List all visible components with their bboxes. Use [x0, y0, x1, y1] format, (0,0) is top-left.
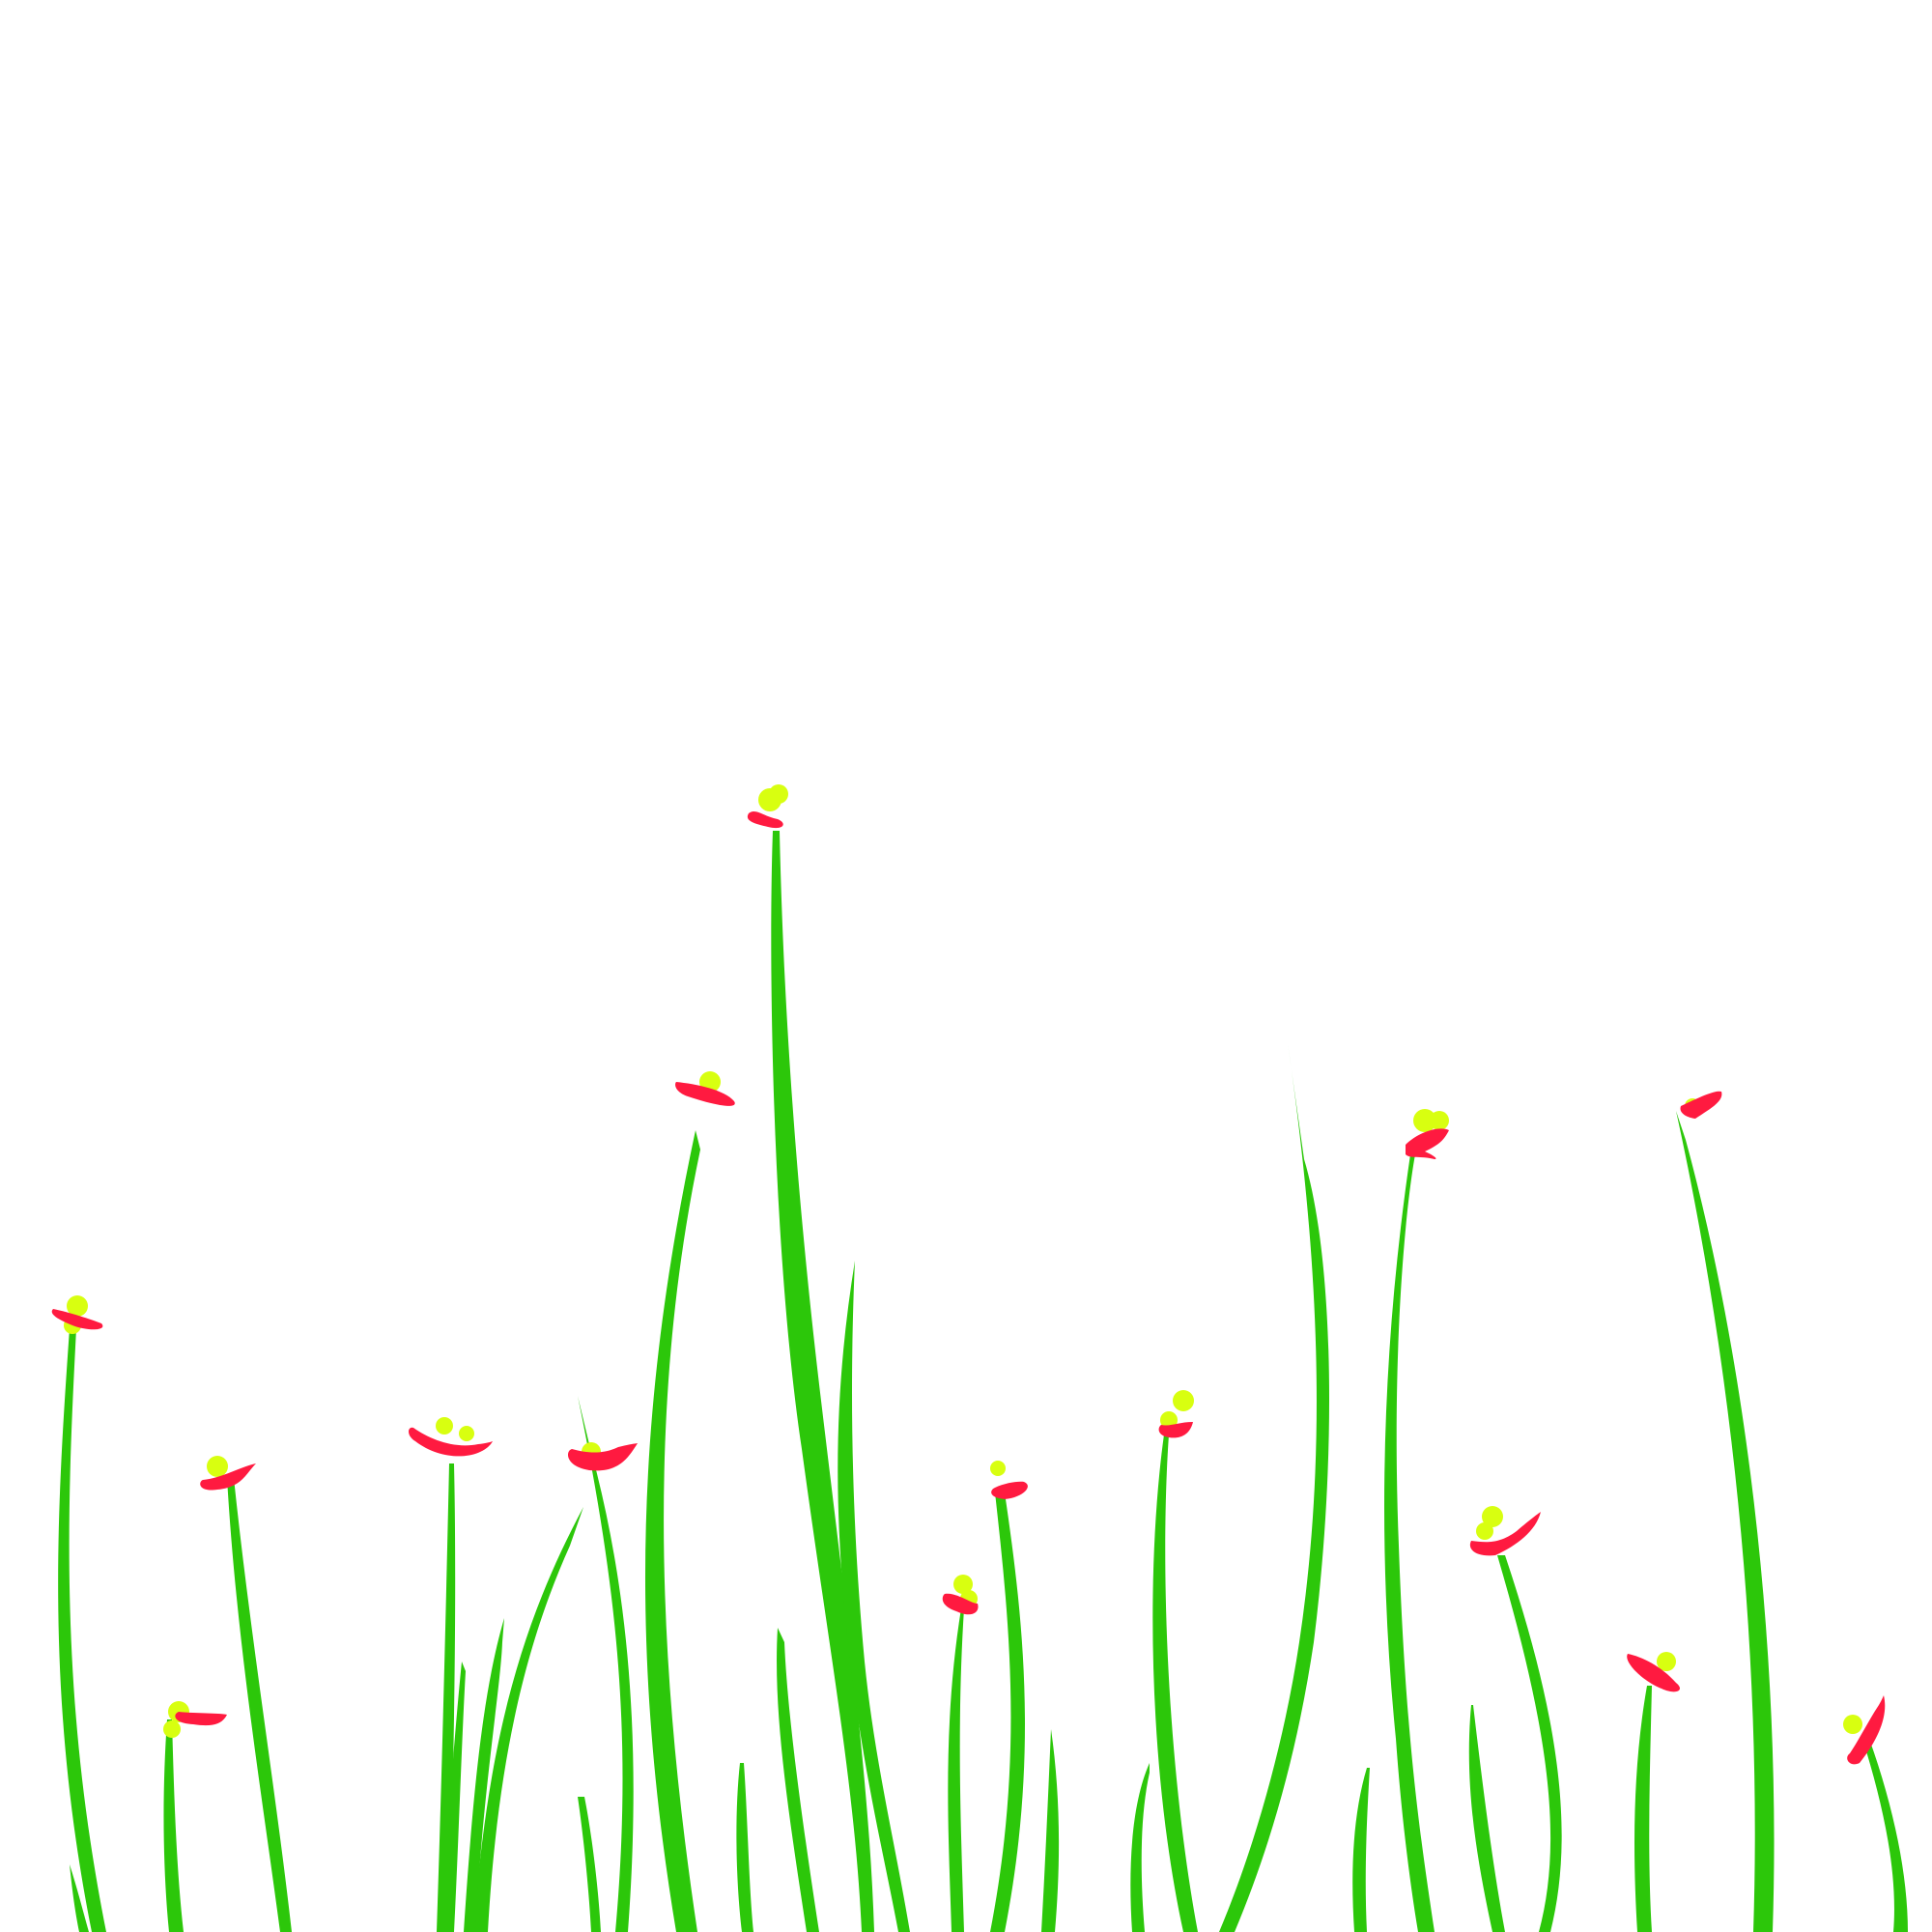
- flower-center: [436, 1417, 453, 1435]
- flower-petal: [51, 1309, 103, 1330]
- flower: [1158, 1390, 1194, 1438]
- flower-center: [207, 1456, 228, 1477]
- flower: [51, 1295, 103, 1334]
- grass-blade: [1384, 1154, 1435, 1932]
- flower: [409, 1417, 493, 1457]
- grass-blade: [1041, 1729, 1060, 1932]
- flowers: [51, 784, 1886, 1765]
- flower: [942, 1575, 979, 1615]
- flower: [747, 784, 788, 829]
- flower-petal: [1469, 1512, 1541, 1556]
- grass-blade: [644, 1130, 700, 1932]
- flower-center: [67, 1295, 88, 1317]
- grass-blade: [1352, 1768, 1370, 1932]
- flower-petal: [942, 1593, 979, 1615]
- flower-petal: [747, 810, 783, 829]
- grass-blade: [1634, 1686, 1652, 1932]
- grass-blade: [771, 831, 874, 1932]
- flower: [163, 1701, 227, 1738]
- grass-blade: [990, 1492, 1025, 1932]
- grass-blade: [437, 1463, 456, 1932]
- flower-petal: [1406, 1128, 1449, 1159]
- flower-center: [1173, 1390, 1194, 1411]
- grass-blade: [948, 1608, 964, 1932]
- flower-center: [990, 1461, 1006, 1476]
- flower: [1406, 1109, 1449, 1159]
- grass-blade: [227, 1478, 292, 1932]
- grass-blade: [838, 1261, 910, 1932]
- grass-blade: [1130, 1763, 1150, 1932]
- grass-blade: [1219, 1043, 1330, 1932]
- grass-blade: [70, 1864, 89, 1932]
- flower-center: [1482, 1506, 1503, 1527]
- flower: [1843, 1695, 1886, 1765]
- flower-petal: [175, 1712, 227, 1726]
- flower: [567, 1442, 638, 1471]
- flower-petal: [200, 1463, 256, 1491]
- flower: [1627, 1652, 1681, 1692]
- grass-blade: [578, 1396, 634, 1932]
- flower: [1680, 1091, 1722, 1119]
- flower-petal: [991, 1481, 1028, 1499]
- grass-blade: [777, 1628, 819, 1932]
- grass-blade: [736, 1763, 753, 1932]
- flower-petal: [1158, 1422, 1193, 1438]
- flower-petal: [1847, 1695, 1886, 1765]
- grass-blade: [578, 1797, 601, 1932]
- grass-blade: [58, 1328, 106, 1932]
- flower-center: [1657, 1652, 1676, 1671]
- grass-blade: [1862, 1739, 1908, 1932]
- grass-blade: [1497, 1555, 1562, 1932]
- flower-center: [953, 1575, 973, 1594]
- flower: [990, 1461, 1028, 1499]
- flower-petal: [675, 1082, 735, 1106]
- grass-blade: [163, 1719, 184, 1932]
- flower: [675, 1071, 735, 1106]
- flower-petal: [409, 1427, 493, 1457]
- flower-center: [1843, 1715, 1862, 1734]
- flower: [1469, 1506, 1541, 1556]
- flower: [200, 1456, 256, 1491]
- flower-center: [1413, 1109, 1436, 1132]
- grass-blade: [1468, 1705, 1505, 1932]
- grass-blade: [1152, 1435, 1198, 1932]
- grass-blade: [473, 1507, 583, 1932]
- flower-petal: [567, 1443, 638, 1471]
- grass-blade: [464, 1618, 504, 1932]
- grass-blade: [1676, 1111, 1775, 1932]
- grass-blades: [58, 831, 1908, 1932]
- flower-petal: [1627, 1654, 1681, 1692]
- flower-petal: [1680, 1091, 1722, 1119]
